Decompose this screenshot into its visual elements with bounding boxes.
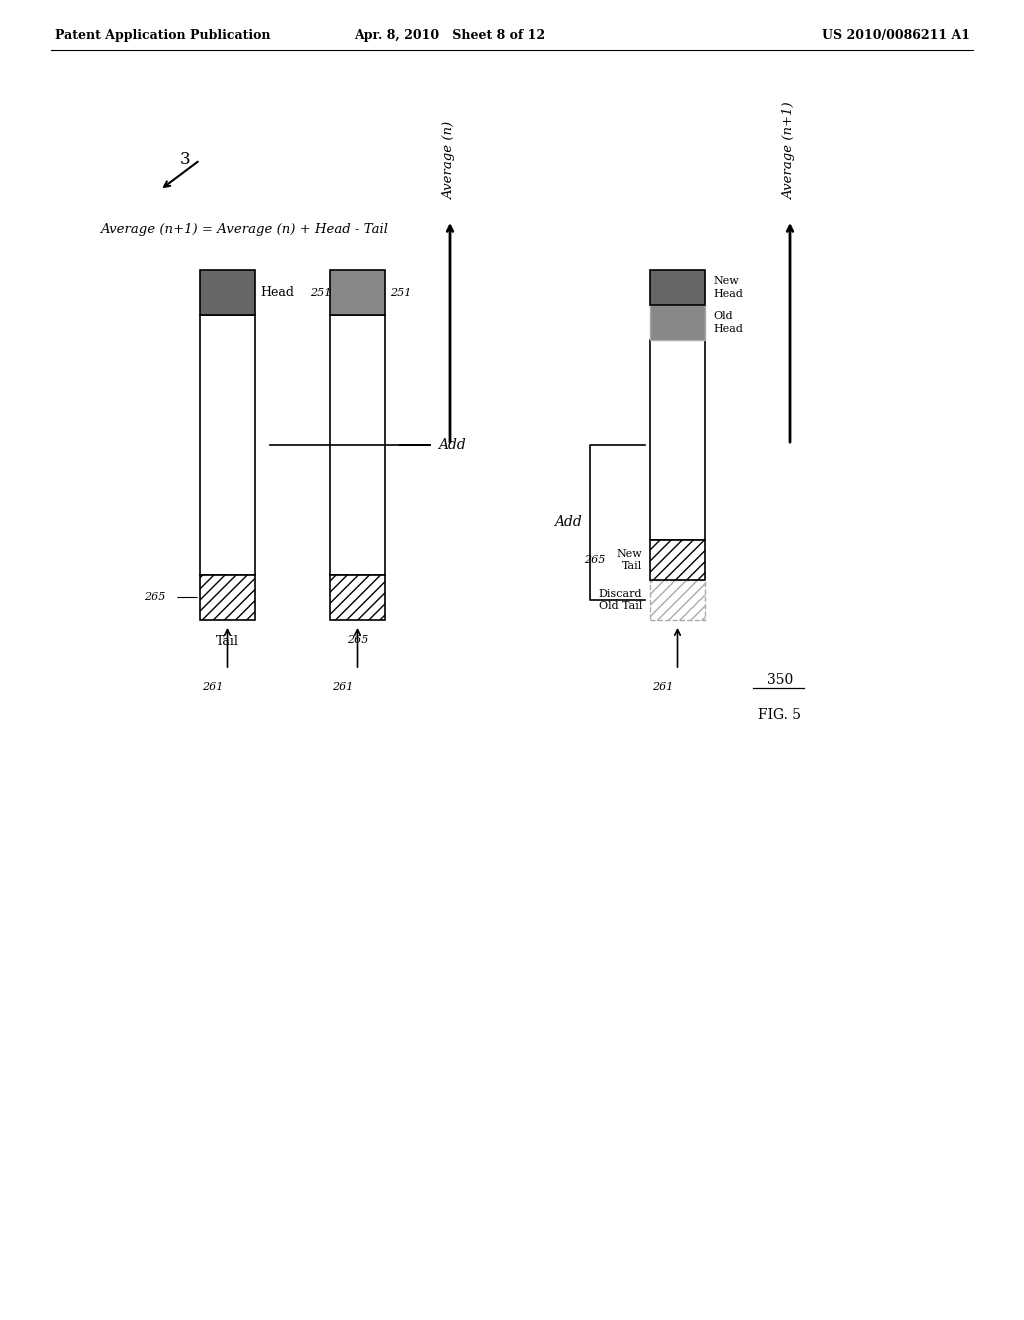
FancyBboxPatch shape xyxy=(200,576,255,620)
FancyBboxPatch shape xyxy=(330,576,385,620)
Text: Discard
Old Tail: Discard Old Tail xyxy=(598,589,642,611)
FancyBboxPatch shape xyxy=(650,305,705,341)
Text: 261: 261 xyxy=(202,682,223,692)
FancyBboxPatch shape xyxy=(650,341,705,540)
Text: 3: 3 xyxy=(180,152,190,169)
Text: 261: 261 xyxy=(332,682,353,692)
Text: New
Tail: New Tail xyxy=(616,549,642,572)
Text: New
Head: New Head xyxy=(713,276,742,298)
Text: Old
Head: Old Head xyxy=(713,312,742,334)
FancyBboxPatch shape xyxy=(650,271,705,305)
Text: 350: 350 xyxy=(767,673,794,686)
FancyBboxPatch shape xyxy=(650,579,705,620)
Text: US 2010/0086211 A1: US 2010/0086211 A1 xyxy=(822,29,970,41)
Text: Head: Head xyxy=(260,286,294,300)
FancyBboxPatch shape xyxy=(200,315,255,576)
Text: FIG. 5: FIG. 5 xyxy=(759,708,802,722)
Text: Add: Add xyxy=(438,438,466,451)
FancyBboxPatch shape xyxy=(200,271,255,315)
Text: Average (n+1): Average (n+1) xyxy=(783,103,797,201)
Text: Apr. 8, 2010   Sheet 8 of 12: Apr. 8, 2010 Sheet 8 of 12 xyxy=(354,29,546,41)
Text: 265: 265 xyxy=(347,635,369,645)
Text: 265: 265 xyxy=(585,554,605,565)
Text: 251: 251 xyxy=(310,288,332,297)
Text: 261: 261 xyxy=(652,682,673,692)
FancyBboxPatch shape xyxy=(330,315,385,576)
Text: Average (n): Average (n) xyxy=(443,121,457,201)
Text: 265: 265 xyxy=(144,593,166,602)
Text: 251: 251 xyxy=(390,288,412,297)
Text: Average (n+1) = Average (n) + Head - Tail: Average (n+1) = Average (n) + Head - Tai… xyxy=(100,223,388,236)
Text: Tail: Tail xyxy=(216,635,239,648)
Text: Add: Add xyxy=(554,516,582,529)
FancyBboxPatch shape xyxy=(330,271,385,315)
Text: Patent Application Publication: Patent Application Publication xyxy=(55,29,270,41)
FancyBboxPatch shape xyxy=(650,540,705,579)
